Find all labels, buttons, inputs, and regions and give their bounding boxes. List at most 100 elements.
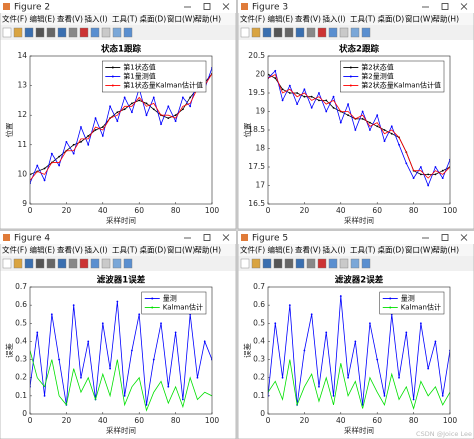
toolbar-button[interactable]: [306, 258, 316, 269]
legend-marker: [349, 75, 352, 78]
toolbar-button[interactable]: [79, 27, 89, 38]
menu-item[interactable]: 窗口(W): [167, 14, 195, 24]
maximize-button[interactable]: [203, 234, 211, 241]
y-tick-label: 0.1: [15, 391, 27, 400]
toolbar-button[interactable]: [57, 27, 67, 38]
toolbar-button[interactable]: [273, 27, 283, 38]
menu-item[interactable]: 窗口(W): [167, 245, 195, 255]
toolbar-button[interactable]: [317, 27, 327, 38]
menu-item[interactable]: 编辑(E): [30, 14, 56, 24]
toolbar-button[interactable]: [24, 258, 34, 269]
toolbar-button[interactable]: [13, 27, 23, 38]
toolbar-button[interactable]: [361, 258, 371, 269]
menu-item[interactable]: 查看(V): [57, 14, 83, 24]
menu-item[interactable]: 桌面(D): [378, 245, 405, 255]
toolbar-button[interactable]: [339, 27, 349, 38]
series-marker: [145, 114, 148, 117]
menu-item[interactable]: 工具(T): [112, 246, 138, 255]
toolbar-button[interactable]: [306, 27, 316, 38]
toolbar-button[interactable]: [350, 27, 360, 38]
y-tick-label: 16.5: [248, 199, 265, 208]
toolbar-button[interactable]: [101, 27, 111, 38]
menu-item[interactable]: 文件(F): [240, 14, 265, 24]
toolbar-button[interactable]: [2, 258, 12, 269]
toolbar-button[interactable]: [240, 258, 250, 269]
toolbar-button[interactable]: [262, 258, 272, 269]
toolbar-button[interactable]: [328, 27, 338, 38]
menu-item[interactable]: 插入(I): [323, 245, 346, 255]
maximize-button[interactable]: [441, 3, 449, 10]
legend-marker: [389, 297, 392, 300]
menu-item[interactable]: 文件(F): [240, 245, 265, 255]
toolbar-button[interactable]: [361, 27, 371, 38]
maximize-button[interactable]: [203, 3, 211, 10]
menu-item[interactable]: 文件(F): [2, 14, 27, 24]
menu-item[interactable]: 窗口(W): [405, 14, 433, 24]
toolbar-button[interactable]: [13, 258, 23, 269]
toolbar-button[interactable]: [273, 258, 283, 269]
series-marker: [383, 129, 386, 131]
toolbar-button[interactable]: [68, 27, 78, 38]
menu-item[interactable]: 桌面(D): [140, 245, 167, 255]
toolbar-button[interactable]: [123, 258, 133, 269]
menu-item[interactable]: 查看(V): [295, 14, 321, 24]
toolbar-button[interactable]: [46, 27, 56, 38]
toolbar-button[interactable]: [317, 258, 327, 269]
close-button[interactable]: [222, 3, 230, 10]
menu-item[interactable]: 插入(I): [323, 14, 346, 24]
toolbar-button[interactable]: [123, 27, 133, 38]
menu-item[interactable]: 文件(F): [2, 245, 27, 255]
close-button[interactable]: [222, 234, 230, 241]
series-marker: [181, 108, 184, 111]
menu-item[interactable]: 查看(V): [57, 245, 83, 255]
toolbar-button[interactable]: [328, 258, 338, 269]
toolbar-button[interactable]: [2, 27, 12, 38]
toolbar-button[interactable]: [57, 258, 67, 269]
toolbar-button[interactable]: [112, 27, 122, 38]
toolbar-button[interactable]: [35, 27, 45, 38]
toolbar-button[interactable]: [251, 258, 261, 269]
toolbar-button[interactable]: [101, 258, 111, 269]
maximize-button[interactable]: [441, 234, 449, 241]
menu-item[interactable]: 帮助(H): [195, 14, 222, 24]
toolbar-button[interactable]: [240, 27, 250, 38]
menu-item[interactable]: 插入(I): [85, 245, 108, 255]
menu-item[interactable]: 桌面(D): [140, 14, 167, 24]
menu-item[interactable]: 查看(V): [295, 245, 321, 255]
toolbar-button[interactable]: [350, 258, 360, 269]
toolbar-button[interactable]: [35, 258, 45, 269]
toolbar-button[interactable]: [295, 27, 305, 38]
menu-item[interactable]: 插入(I): [85, 14, 108, 24]
toolbar-button[interactable]: [284, 258, 294, 269]
menu-item[interactable]: 桌面(D): [378, 14, 405, 24]
menu-item[interactable]: 帮助(H): [433, 245, 460, 255]
toolbar-button[interactable]: [46, 258, 56, 269]
close-button[interactable]: [460, 3, 468, 10]
toolbar-button[interactable]: [295, 258, 305, 269]
toolbar-button[interactable]: [112, 258, 122, 269]
plot-content: [268, 69, 450, 187]
x-tick-label: 0: [266, 206, 271, 215]
toolbar-button[interactable]: [68, 258, 78, 269]
menu-item[interactable]: 编辑(E): [268, 14, 294, 24]
toolbar-button[interactable]: [90, 27, 100, 38]
toolbar-button[interactable]: [251, 27, 261, 38]
menu-item[interactable]: 工具(T): [350, 15, 376, 24]
toolbar-button[interactable]: [262, 27, 272, 38]
series-marker: [101, 126, 104, 128]
menu-item[interactable]: 工具(T): [350, 246, 376, 255]
toolbar-button[interactable]: [90, 258, 100, 269]
menu-item[interactable]: 编辑(E): [268, 245, 294, 255]
toolbar-button[interactable]: [79, 258, 89, 269]
menu-item[interactable]: 帮助(H): [195, 245, 222, 255]
menu-item[interactable]: 帮助(H): [433, 14, 460, 24]
toolbar-button[interactable]: [284, 27, 294, 38]
menu-item[interactable]: 编辑(E): [30, 245, 56, 255]
menu-item[interactable]: 工具(T): [112, 15, 138, 24]
y-tick-label: 0.7: [253, 282, 265, 291]
toolbar-button[interactable]: [24, 27, 34, 38]
close-button[interactable]: [460, 234, 468, 241]
toolbar-button[interactable]: [339, 258, 349, 269]
menu-item[interactable]: 窗口(W): [405, 245, 433, 255]
legend-label: Kalman估计: [163, 303, 203, 312]
